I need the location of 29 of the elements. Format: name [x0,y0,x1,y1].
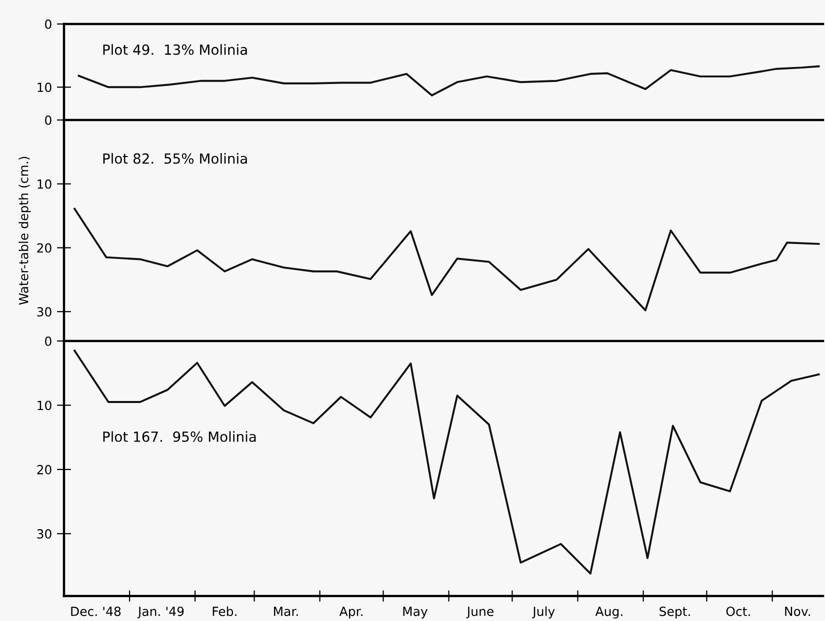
y-tick-label: 0 [45,115,52,125]
y-tick-label: 10 [38,82,52,92]
x-tick-label: Nov. [785,606,810,616]
y-tick-label: 30 [37,529,52,539]
y-tick-label: 10 [38,400,52,410]
y-tick-label: 0 [45,19,52,29]
y-tick-label: 20 [37,464,52,474]
x-tick-label: Oct. [726,606,750,616]
line-series [74,208,820,312]
text: Plot 49. 13% Molinia [103,44,247,55]
x-tick-label: June [466,606,494,618]
y-tick-label: 10 [38,179,52,189]
x-tick-label: Aug. [595,606,622,619]
x-tick-label: Feb. [212,606,236,616]
x-tick-label: Apr. [339,606,362,619]
text: Plot 167. 95% Molinia [103,431,256,442]
x-tick-label: July [532,606,555,619]
y-tick-label: 20 [37,243,52,253]
line-series [78,65,820,96]
x-tick-label: Sept. [660,606,690,619]
x-tick-label: May [403,606,428,619]
y-tick-label: 0 [45,336,52,346]
text: Plot 82. 55% Molinia [103,153,247,164]
line-series [74,350,820,574]
x-tick-label: Jan. '49 [137,606,184,618]
x-tick-label: Dec. '48 [71,606,121,616]
y-tick-label: 30 [37,307,52,317]
x-tick-label: Mar. [274,606,298,616]
y-axis-title: Water-table depth (cm.) [18,156,31,305]
